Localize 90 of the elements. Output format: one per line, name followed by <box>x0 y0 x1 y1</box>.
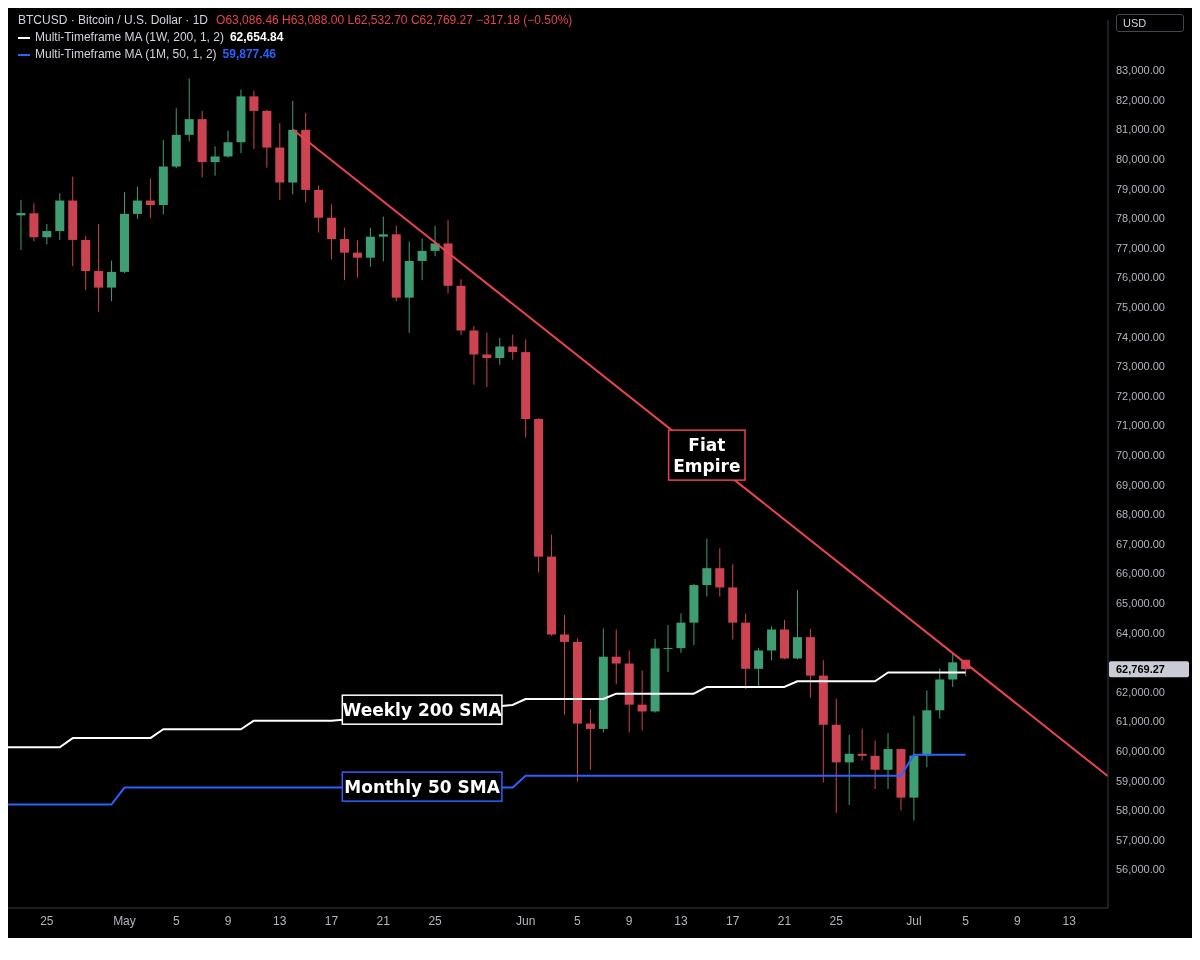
candlestick <box>210 145 220 177</box>
x-tick-label: 25 <box>428 913 443 928</box>
x-tick-label: 17 <box>726 913 740 928</box>
x-tick-label: 25 <box>40 913 54 928</box>
candlestick <box>844 734 854 806</box>
y-tick-label: 78,000.00 <box>1116 212 1165 225</box>
x-tick-label: 9 <box>1014 913 1022 928</box>
candlestick <box>857 728 867 762</box>
y-tick-label: 80,000.00 <box>1116 153 1165 166</box>
candlestick <box>378 216 388 262</box>
candlestick <box>754 647 764 687</box>
annotation: Fiat Empire <box>673 435 741 477</box>
candlestick <box>132 186 142 220</box>
y-tick-label: 81,000.00 <box>1116 123 1165 136</box>
candlestick <box>663 624 673 673</box>
candlestick <box>870 739 880 790</box>
y-tick-label: 82,000.00 <box>1116 93 1165 106</box>
y-tick-label: 73,000.00 <box>1116 360 1165 373</box>
candlestick <box>430 225 440 257</box>
candlestick <box>340 227 349 281</box>
x-tick-label: Jun <box>515 913 536 928</box>
y-tick-label: 75,000.00 <box>1116 301 1165 314</box>
candlestick <box>94 223 104 313</box>
x-tick-label: 5 <box>962 913 970 928</box>
candlestick <box>29 202 39 242</box>
y-tick-label: 70,000.00 <box>1116 449 1165 462</box>
candlestick <box>327 203 337 260</box>
y-tick-label: 69,000.00 <box>1116 478 1165 491</box>
y-tick-label: 57,000.00 <box>1116 833 1165 846</box>
annotation: Monthly 50 SMA <box>344 777 501 798</box>
y-tick-label: 65,000.00 <box>1116 597 1165 610</box>
candlestick <box>482 332 492 388</box>
candlestick <box>145 177 155 219</box>
y-tick-label: 76,000.00 <box>1116 271 1165 284</box>
y-tick-label: 72,000.00 <box>1116 389 1165 402</box>
candlestick <box>42 223 52 245</box>
annotation: 59,877.46 <box>222 46 276 63</box>
candlestick <box>469 325 479 386</box>
candlestick <box>792 589 802 660</box>
candlestick <box>560 614 569 716</box>
y-tick-label: 61,000.00 <box>1116 715 1165 728</box>
candlestick <box>107 260 117 302</box>
y-axis-title: USD <box>1116 14 1184 32</box>
candlestick <box>715 547 725 598</box>
x-tick-label: 13 <box>674 913 688 928</box>
candlestick <box>365 227 375 268</box>
candlestick <box>585 708 595 771</box>
candlestick <box>223 130 233 159</box>
x-tick-label: 13 <box>1062 913 1077 928</box>
legend-label: Multi-Timeframe MA (1M, 50, 1, 2) <box>35 46 217 63</box>
candlestick <box>767 625 777 662</box>
x-tick-label: 9 <box>224 913 232 928</box>
text: 62,769.27 <box>1116 663 1165 676</box>
y-tick-label: 77,000.00 <box>1116 241 1165 254</box>
y-tick-label: 64,000.00 <box>1116 626 1165 639</box>
y-tick-label: 59,000.00 <box>1116 774 1165 787</box>
x-tick-label: 17 <box>324 913 339 928</box>
annotation: O63,086.46 H63,088.00 L62,532.70 C62,769.27 −317.18 (−0.50%) <box>216 13 573 27</box>
y-tick-label: 58,000.00 <box>1116 804 1165 817</box>
x-tick-label: 21 <box>376 913 391 928</box>
y-tick-label: 56,000.00 <box>1116 863 1165 876</box>
chart-title: BTCUSD · Bitcoin / U.S. Dollar · 1D <box>18 13 209 27</box>
candlestick <box>883 732 893 790</box>
x-tick-label: 5 <box>574 913 582 928</box>
y-tick-label: 79,000.00 <box>1116 182 1165 195</box>
x-tick-label: 25 <box>829 913 844 928</box>
x-tick-label: 21 <box>777 913 792 928</box>
candlestick <box>249 90 259 150</box>
y-tick-label: 60,000.00 <box>1116 745 1165 758</box>
x-tick-label: 13 <box>273 913 287 928</box>
x-tick-label: Jul <box>906 913 922 928</box>
y-tick-label: 74,000.00 <box>1116 330 1165 343</box>
annotation: 62,654.84 <box>229 29 284 46</box>
y-tick-label: 68,000.00 <box>1116 508 1165 521</box>
candlestick <box>508 334 518 361</box>
candlestick <box>702 538 712 598</box>
candlestick <box>611 628 621 685</box>
y-tick-label: 66,000.00 <box>1116 567 1165 580</box>
candlestick <box>495 337 505 366</box>
legend-label: Multi-Timeframe MA (1W, 200, 1, 2) <box>35 29 224 46</box>
x-tick-label: 9 <box>625 913 633 928</box>
y-tick-label: 62,000.00 <box>1116 685 1165 698</box>
y-tick-label: 67,000.00 <box>1116 537 1165 550</box>
candlestick <box>184 78 194 142</box>
x-tick-label: 5 <box>172 913 180 928</box>
candlestick <box>352 239 362 279</box>
candlestick <box>417 237 427 281</box>
y-tick-label: 71,000.00 <box>1116 419 1165 432</box>
y-tick-label: 83,000.00 <box>1116 64 1165 77</box>
x-tick-label: May <box>113 913 136 928</box>
